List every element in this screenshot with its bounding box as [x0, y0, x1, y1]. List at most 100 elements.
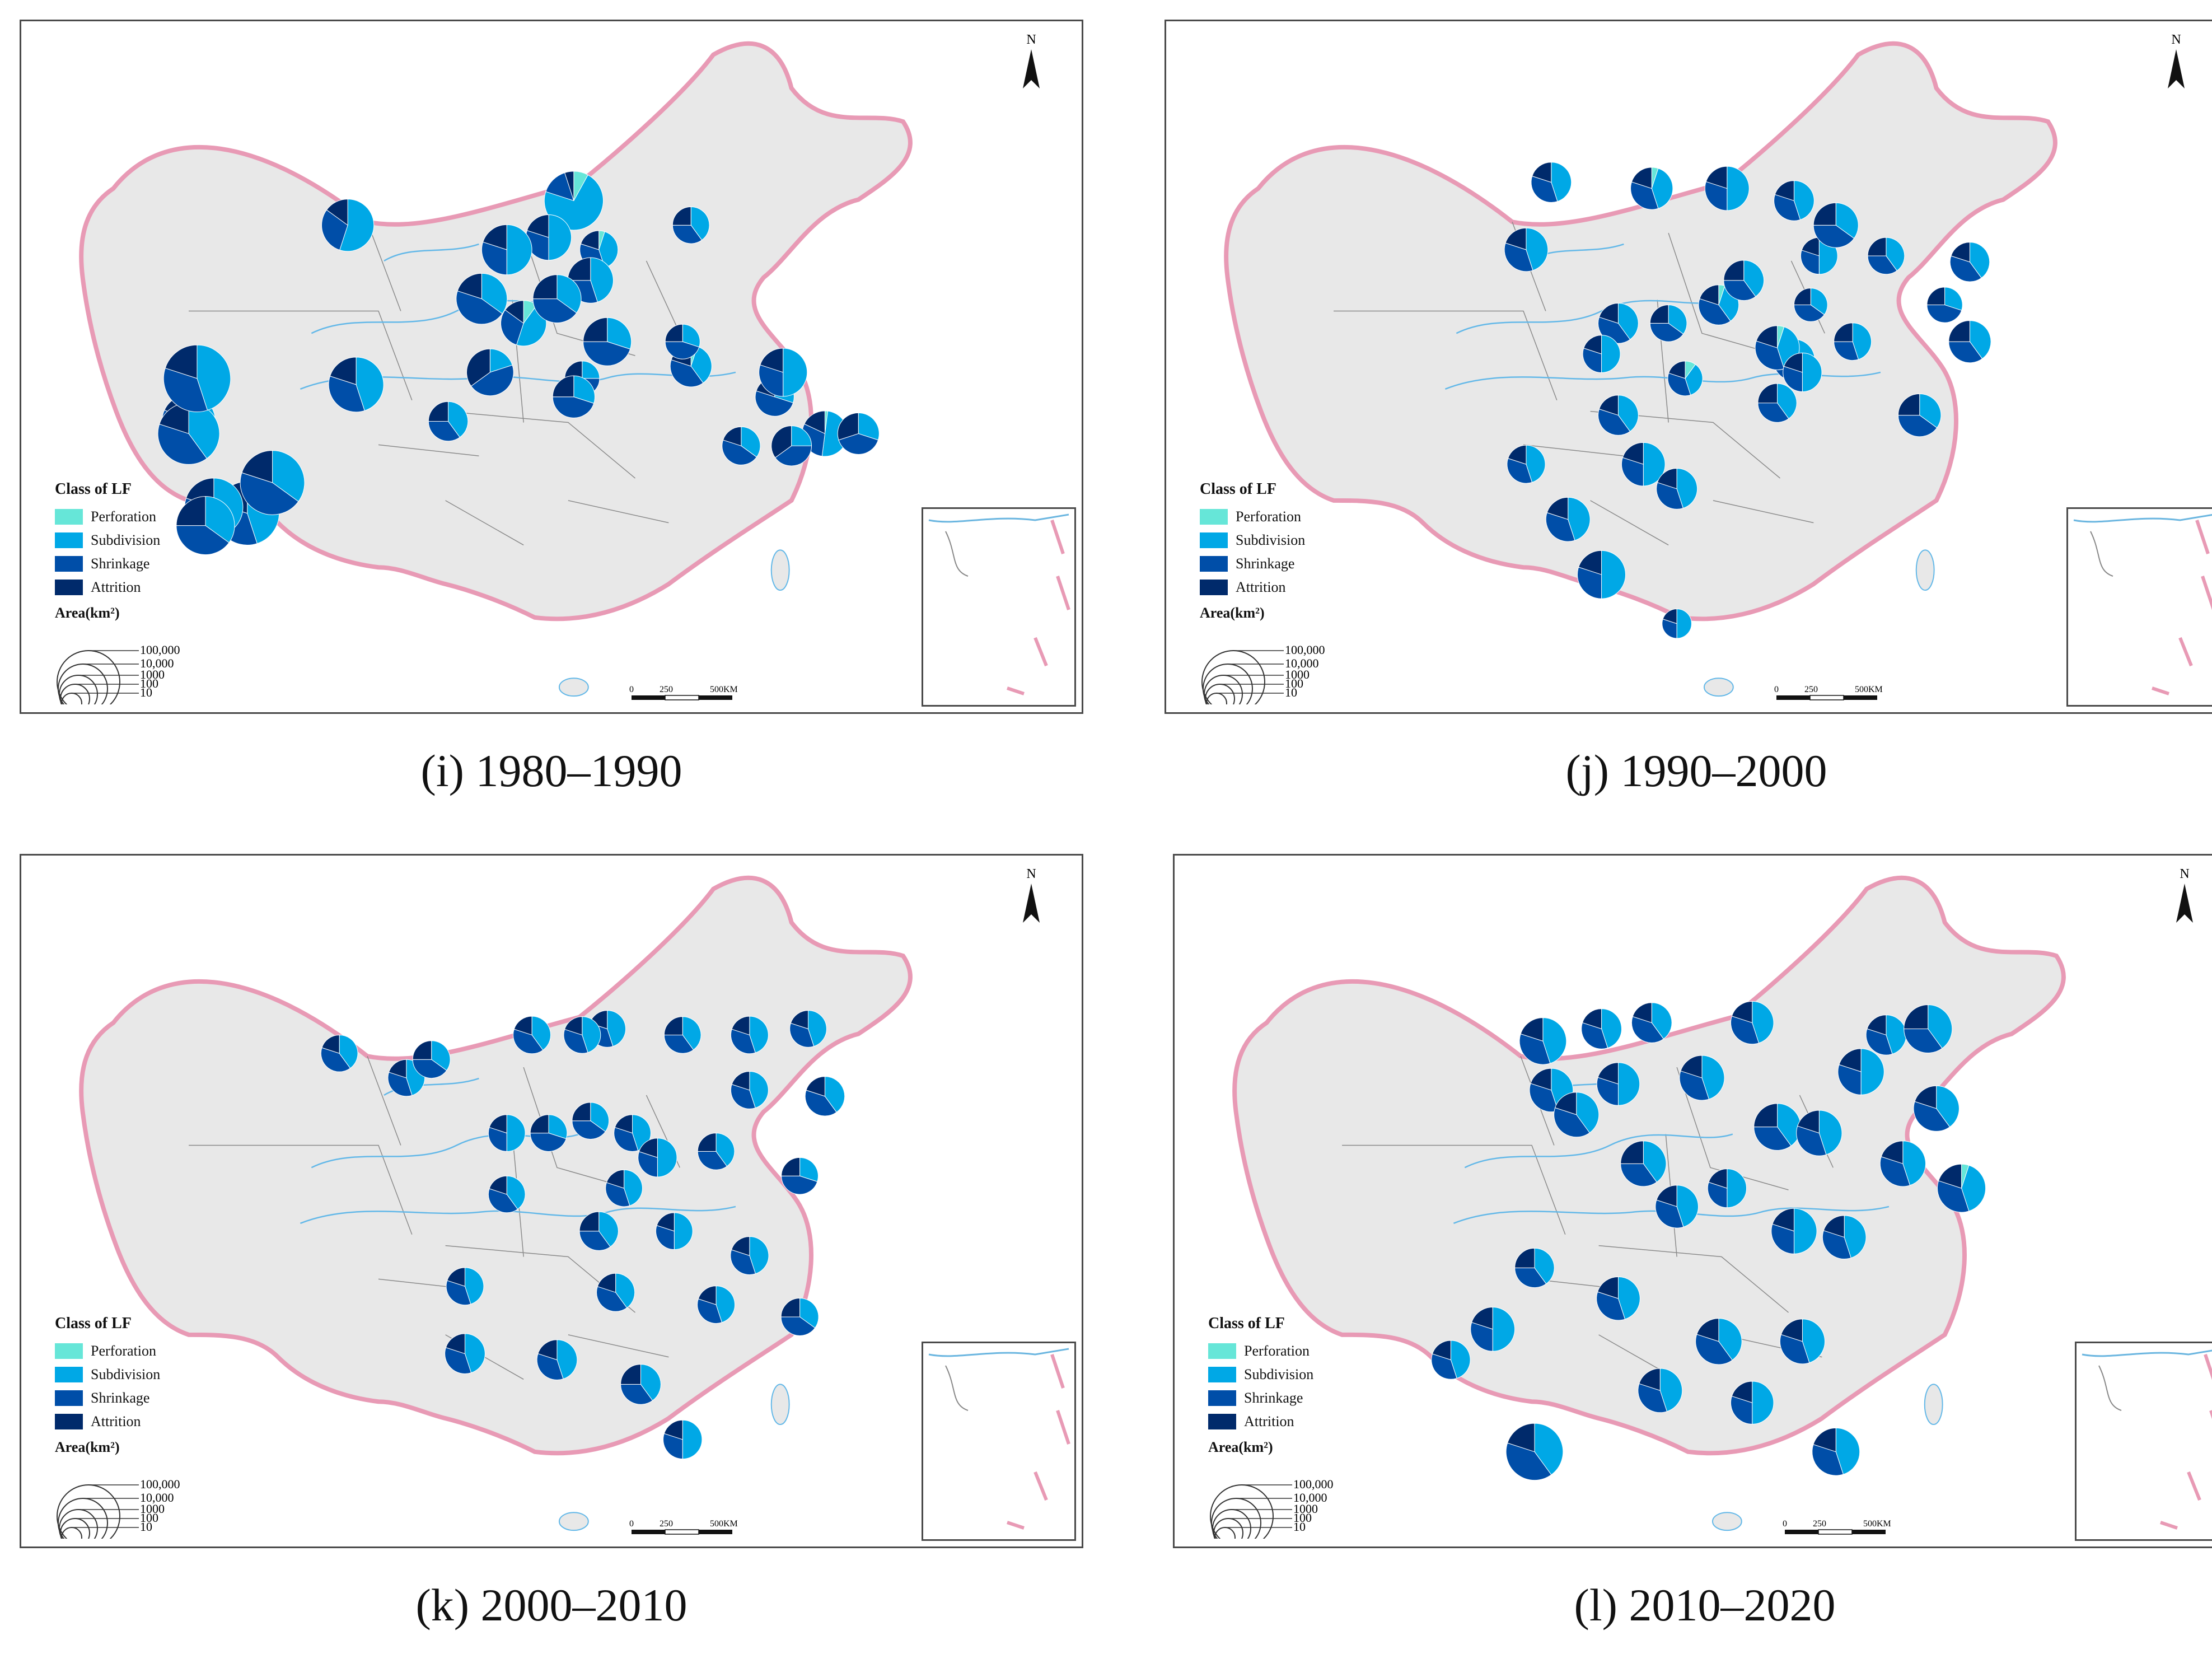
subdivision-slice	[1668, 305, 1687, 335]
attrition-slice	[672, 206, 691, 226]
shrinkage-slice	[470, 365, 514, 396]
attrition-slice	[780, 1298, 801, 1317]
attrition-slice	[1583, 335, 1602, 354]
perforation-swatch	[55, 1343, 83, 1359]
province-boundary	[1713, 500, 1814, 524]
shrinkage-slice	[774, 445, 812, 466]
subdivision-slice	[1902, 1141, 1926, 1186]
attrition-slice	[1753, 1103, 1778, 1128]
shrinkage-slice	[1783, 366, 1803, 393]
area-10: 10	[140, 685, 152, 699]
shrinkage-slice	[722, 440, 757, 465]
shrinkage-slice	[1879, 1156, 1911, 1187]
north-label: N	[2180, 867, 2190, 881]
province-boundary	[1598, 1245, 1789, 1313]
legend-perforation: Perforation	[1236, 508, 1301, 525]
subdivision-slice	[1802, 1319, 1825, 1363]
province-boundary	[568, 1334, 669, 1358]
attrition-slice	[1705, 166, 1728, 189]
shrinkage-slice	[730, 1084, 756, 1109]
subdivision-slice	[582, 1016, 601, 1053]
attrition-slice	[1668, 361, 1686, 379]
legend-shrinkage: Shrinkage	[1244, 1390, 1303, 1406]
shrinkage-slice	[1755, 340, 1785, 371]
subdivision-slice	[506, 224, 532, 275]
subdivision-slice	[1844, 1215, 1867, 1259]
attrition-slice	[388, 1059, 407, 1078]
subdivision-slice	[749, 1016, 769, 1053]
shrinkage-slice	[781, 1175, 818, 1195]
subdivision-slice	[1718, 1318, 1742, 1361]
subdivision-slice	[598, 231, 619, 269]
attrition-slice	[722, 426, 742, 446]
province-boundary	[1523, 444, 1624, 456]
shrinkage-slice	[1581, 1022, 1608, 1049]
shrinkage-slice	[730, 1249, 756, 1275]
attrition-slice	[241, 450, 273, 483]
island	[1711, 1512, 1742, 1531]
river	[1464, 1133, 1733, 1169]
attrition-slice	[663, 1016, 683, 1035]
subdivision-swatch	[1200, 532, 1228, 548]
svg-text:250: 250	[660, 685, 673, 694]
shrinkage-slice	[838, 433, 879, 455]
svg-text:250: 250	[660, 1519, 673, 1529]
area-title: Area(km²)	[1200, 605, 1265, 621]
legend: Class of LF Perforation Subdivision Shri…	[55, 1315, 160, 1456]
attrition-slice	[1696, 1318, 1719, 1342]
shrinkage-slice	[320, 1047, 351, 1072]
perforation-swatch	[1208, 1343, 1236, 1359]
attrition-slice	[1780, 1319, 1803, 1342]
subdivision-slice	[674, 1212, 693, 1250]
caption-i: (i) 1980–1990	[420, 745, 682, 796]
attrition-slice	[326, 199, 348, 226]
shrinkage-slice	[697, 1298, 723, 1324]
subdivision-slice	[749, 1071, 769, 1109]
shrinkage-slice	[1504, 242, 1533, 272]
attrition-slice	[656, 1212, 675, 1232]
shrinkage-slice	[428, 421, 461, 442]
shrinkage-slice	[572, 1120, 606, 1140]
attrition-slice	[513, 1016, 532, 1036]
subdivision-slice	[1961, 1165, 1986, 1212]
svg-text:500KM: 500KM	[710, 685, 738, 694]
shrinkage-slice	[1707, 1181, 1728, 1208]
attrition-slice	[1432, 1340, 1451, 1361]
island	[1703, 678, 1734, 697]
shrinkage-slice	[1796, 1125, 1827, 1156]
map-panel-j: N Class of LF Perforation Subdivision Sh…	[1165, 20, 2212, 714]
island	[770, 1384, 790, 1426]
shrinkage-slice	[755, 390, 794, 417]
attrition-slice	[530, 1114, 549, 1134]
area-1000: 1000	[140, 1502, 165, 1516]
area-100000: 100,000	[140, 643, 180, 657]
china-map-k	[79, 875, 913, 1531]
subdivision-slice	[615, 1273, 635, 1309]
shrinkage-slice	[1949, 255, 1982, 282]
area-title: Area(km²)	[1208, 1439, 1273, 1455]
subdivision-slice	[640, 1364, 661, 1401]
subdivision-slice	[1534, 1248, 1555, 1284]
shrinkage-slice	[1638, 1383, 1668, 1413]
subdivision-slice	[1752, 1001, 1774, 1044]
legend-subdivision: Subdivision	[91, 532, 161, 548]
attrition-slice	[1532, 162, 1552, 183]
map-panel-l: N Class of LF Perforation Subdivision Sh…	[1173, 854, 2212, 1548]
legend-title: Class of LF	[1200, 480, 1276, 498]
subdivision-slice	[624, 1169, 643, 1206]
shrinkage-slice	[1620, 1163, 1657, 1187]
subdivision-slice	[1727, 166, 1750, 211]
shrinkage-slice	[1779, 1334, 1810, 1365]
north-label: N	[1026, 867, 1036, 881]
shrinkage-slice	[638, 1151, 658, 1178]
shrinkage-slice	[730, 1029, 756, 1054]
shrinkage-slice	[614, 1127, 639, 1152]
subdivision-slice	[1886, 237, 1905, 272]
china-map-l	[1232, 875, 2066, 1531]
subdivision-slice	[607, 1010, 626, 1047]
shrinkage-slice	[552, 396, 595, 418]
subdivision-slice	[1643, 1141, 1667, 1183]
attrition-slice	[665, 324, 683, 342]
shrinkage-slice	[1695, 1334, 1733, 1365]
attrition-slice	[428, 401, 449, 422]
